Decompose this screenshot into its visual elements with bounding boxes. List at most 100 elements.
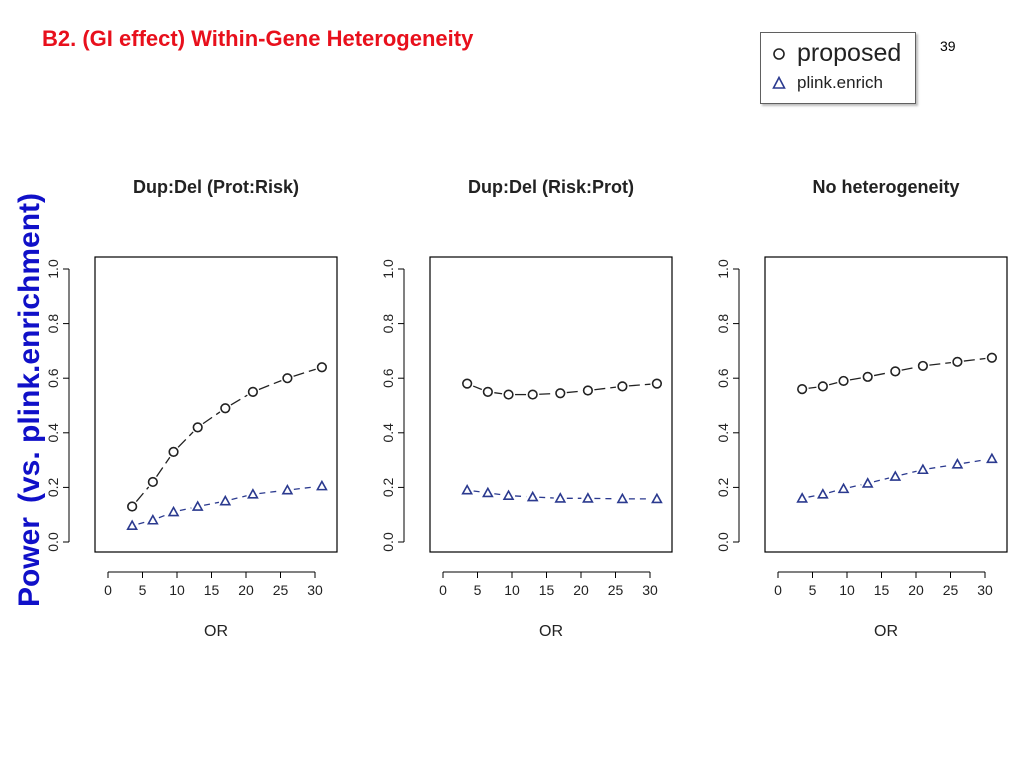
x-tick-label: 30	[977, 582, 993, 598]
data-point-plink-enrich	[316, 479, 328, 491]
series-line-plink-enrich	[158, 513, 168, 519]
legend-label-plink-enrich: plink.enrich	[797, 73, 883, 92]
series-line-proposed	[293, 368, 316, 377]
series-line-plink-enrich	[259, 490, 282, 495]
x-tick-label: 30	[307, 582, 323, 598]
data-point-plink-enrich	[616, 492, 629, 504]
data-point-plink-enrich	[502, 489, 515, 500]
y-tick-label: 1.0	[715, 259, 731, 279]
legend-label-proposed: proposed	[797, 39, 902, 67]
data-point-plink-enrich	[247, 488, 259, 499]
data-point-plink-enrich	[889, 470, 902, 481]
series-line-proposed	[539, 392, 554, 395]
data-point-plink-enrich	[167, 505, 180, 517]
series-line-plink-enrich	[901, 470, 917, 476]
data-point-proposed	[192, 422, 203, 433]
series-line-proposed	[177, 431, 194, 448]
y-tick-label: 0.0	[715, 532, 731, 552]
legend-item-plink-enrich: plink.enrich	[771, 73, 883, 93]
data-point-plink-enrich	[481, 486, 494, 498]
x-tick-label: 5	[474, 582, 482, 598]
data-point-proposed	[890, 366, 901, 377]
data-point-plink-enrich	[986, 452, 998, 464]
chart-panel-2: Dup:Del (Risk:Prot) 0.0 0.2 0.4 0.6 0.8 1.0 0 5 1…	[380, 177, 673, 640]
series-line-plink-enrich	[539, 496, 554, 499]
data-point-plink-enrich	[651, 492, 663, 504]
data-point-plink-enrich	[796, 492, 809, 503]
series-line-plink-enrich	[494, 493, 503, 496]
x-tick-label: 0	[774, 582, 782, 598]
data-point-plink-enrich	[837, 482, 850, 494]
data-point-proposed	[986, 352, 998, 363]
series-line-proposed	[963, 357, 986, 362]
x-axis-label: OR	[204, 623, 228, 640]
chart-panel-1: Dup:Del (Prot:Risk) 0.0 0.2 0.4 0.6 0.8 1.0 0 5 1…	[45, 177, 338, 640]
x-tick-label: 20	[908, 582, 924, 598]
y-tick-label: 0.6	[715, 368, 731, 388]
series-line-plink-enrich	[828, 489, 838, 494]
y-tick-label: 0.8	[45, 314, 61, 334]
data-point-plink-enrich	[554, 492, 567, 503]
data-point-proposed	[168, 446, 179, 458]
x-tick-label: 25	[608, 582, 624, 598]
triangle-marker-icon	[772, 75, 786, 89]
data-point-proposed	[282, 373, 293, 384]
series-line-proposed	[849, 377, 862, 381]
data-point-plink-enrich	[816, 488, 829, 499]
data-point-plink-enrich	[951, 458, 964, 469]
x-tick-label: 25	[943, 582, 959, 598]
chart-title: No heterogeneity	[812, 177, 959, 197]
x-tick-label: 10	[169, 582, 185, 598]
x-tick-label: 25	[273, 582, 289, 598]
series-line-plink-enrich	[515, 495, 527, 498]
series-line-plink-enrich	[293, 486, 316, 491]
series-line-plink-enrich	[808, 494, 817, 498]
x-tick-label: 30	[642, 582, 658, 598]
series-line-proposed	[258, 379, 282, 391]
data-point-plink-enrich	[191, 500, 204, 511]
data-point-plink-enrich	[917, 463, 929, 475]
data-point-plink-enrich	[861, 477, 874, 488]
series-line-plink-enrich	[203, 501, 220, 506]
x-tick-label: 5	[809, 582, 817, 598]
series-line-proposed	[472, 385, 483, 391]
data-point-plink-enrich	[281, 483, 294, 495]
series-line-proposed	[230, 394, 248, 406]
x-tick-label: 5	[139, 582, 147, 598]
series-line-plink-enrich	[138, 521, 147, 525]
series-line-proposed	[808, 386, 817, 389]
data-point-proposed	[617, 381, 628, 392]
data-point-proposed	[527, 389, 538, 400]
series-line-proposed	[135, 486, 150, 502]
data-point-proposed	[917, 360, 929, 372]
y-tick-label: 1.0	[45, 259, 61, 279]
y-tick-label: 0.2	[45, 477, 61, 497]
data-point-proposed	[817, 381, 828, 392]
data-point-proposed	[462, 378, 473, 389]
data-point-proposed	[147, 476, 158, 488]
x-tick-label: 20	[573, 582, 589, 598]
series-line-plink-enrich	[473, 490, 482, 493]
series-line-proposed	[828, 381, 838, 386]
series-line-plink-enrich	[873, 477, 890, 483]
x-tick-label: 0	[439, 582, 447, 598]
data-point-plink-enrich	[219, 494, 232, 506]
data-point-proposed	[482, 386, 493, 397]
data-point-proposed	[555, 388, 566, 399]
series-line-plink-enrich	[963, 459, 986, 464]
x-tick-label: 0	[104, 582, 112, 598]
data-point-proposed	[127, 501, 138, 512]
y-tick-label: 0.4	[380, 423, 396, 443]
x-tick-label: 10	[504, 582, 520, 598]
slide-title: B2. (GI effect) Within-Gene Heterogeneit…	[42, 26, 474, 51]
data-point-proposed	[582, 385, 594, 396]
chart-title: Dup:Del (Prot:Risk)	[133, 177, 299, 197]
series-line-proposed	[202, 411, 221, 425]
y-tick-label: 0.4	[45, 423, 61, 443]
circle-marker-icon	[773, 47, 785, 60]
series-line-proposed	[628, 383, 651, 387]
page-number: 39	[940, 38, 956, 54]
x-axis-label: OR	[539, 623, 563, 640]
series-line-plink-enrich	[929, 464, 952, 470]
data-point-plink-enrich	[146, 514, 159, 525]
